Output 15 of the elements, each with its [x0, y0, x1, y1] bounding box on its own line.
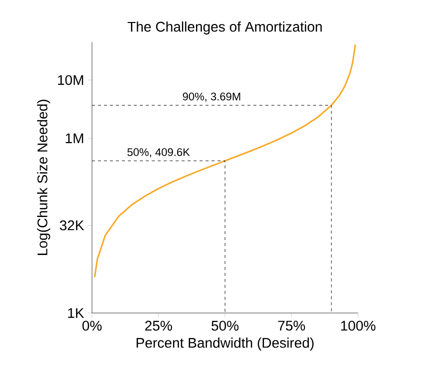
x-tick-label: 50%	[212, 320, 239, 331]
x-axis-title: Percent Bandwidth (Desired)	[136, 338, 314, 351]
annotation: 90%, 3.69M	[182, 92, 240, 102]
x-tick-label: 100%	[341, 320, 376, 331]
line-series	[94, 44, 356, 278]
x-tick-label: 75%	[278, 320, 306, 331]
y-tick-label: 32K	[60, 220, 84, 230]
annotation: 50%, 409.6K	[127, 148, 190, 158]
y-tick-label: 1K	[68, 308, 84, 318]
y-tick-label: 1M	[66, 133, 84, 144]
y-tick-label: 10M	[58, 75, 84, 85]
x-tick-label: 0%	[82, 320, 102, 331]
x-tick-label: 25%	[145, 320, 172, 331]
y-axis-title: Log(Chunk Size Needed)	[37, 100, 50, 255]
chart-title: The Challenges of Amortization	[128, 21, 322, 34]
